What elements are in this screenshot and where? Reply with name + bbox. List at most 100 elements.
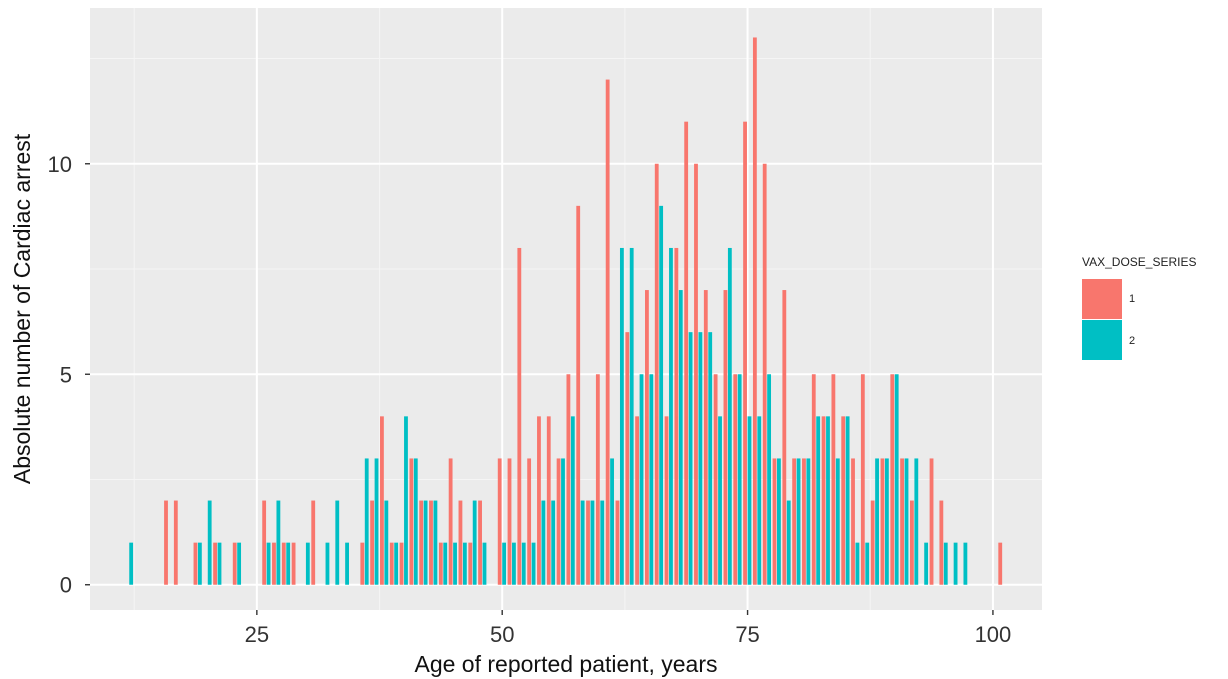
bar-series-1-age-31	[311, 500, 316, 585]
bar-series-2-age-85	[845, 416, 850, 585]
bar-series-2-age-20	[207, 500, 212, 585]
bar-series-1-age-90	[890, 374, 895, 585]
bar-series-1-age-74	[733, 374, 738, 585]
bar-series-1-age-75	[743, 121, 747, 585]
bar-series-1-age-29	[291, 542, 296, 585]
bar-series-1-age-62	[615, 500, 620, 585]
bar-series-2-age-82	[816, 416, 821, 585]
bar-series-1-age-50	[497, 458, 502, 585]
bar-series-1-age-38	[380, 416, 384, 585]
bar-series-2-age-36	[364, 458, 369, 585]
bar-series-1-age-66	[654, 163, 659, 585]
bar-series-1-age-27	[272, 542, 276, 585]
plot-panel	[90, 8, 1042, 610]
bar-series-1-age-64	[635, 416, 640, 585]
bar-series-1-age-87	[860, 374, 865, 585]
legend: VAX_DOSE_SERIES 1 2	[1082, 255, 1197, 360]
bar-series-1-age-54	[537, 416, 541, 585]
bar-series-1-age-92	[909, 500, 914, 585]
bar-series-2-age-43	[433, 500, 438, 585]
bar-series-1-age-101	[998, 542, 1003, 585]
bar-series-2-age-46	[462, 542, 467, 585]
legend-label-series-1: 1	[1129, 293, 1135, 305]
bar-series-2-age-64	[639, 374, 644, 585]
bar-series-2-age-33	[335, 500, 340, 585]
x-tick-label-1: 50	[490, 622, 514, 647]
bar-series-1-age-46	[458, 500, 463, 585]
bar-series-2-age-42	[423, 500, 428, 585]
bar-series-1-age-59	[586, 500, 590, 585]
bar-series-1-age-39	[389, 542, 394, 585]
bar-series-2-age-77	[767, 374, 772, 585]
bar-series-2-age-63	[629, 247, 634, 585]
bar-series-1-age-71	[703, 290, 708, 585]
bar-series-1-age-19	[193, 542, 198, 585]
bar-series-1-age-82	[811, 374, 816, 585]
y-tick-label-0: 0	[60, 573, 72, 598]
bar-series-1-age-37	[370, 500, 375, 585]
bar-series-2-age-66	[659, 205, 664, 585]
bar-series-2-age-74	[737, 374, 742, 585]
x-tick-label-2: 75	[735, 622, 759, 647]
bar-series-2-age-92	[914, 458, 919, 585]
bar-series-1-age-88	[870, 500, 875, 585]
bar-series-2-age-84	[835, 458, 840, 585]
bar-series-1-age-61	[605, 79, 610, 585]
bar-series-1-age-60	[595, 374, 600, 585]
bar-series-1-age-81	[802, 458, 806, 585]
bar-series-2-age-70	[698, 332, 703, 585]
bar-series-1-age-68	[674, 247, 679, 585]
bar-series-2-age-91	[904, 458, 909, 585]
bar-series-2-age-60	[600, 500, 605, 585]
bar-series-2-age-67	[669, 247, 673, 585]
bar-series-2-age-55	[551, 500, 556, 585]
bar-series-1-age-76	[752, 37, 757, 585]
bar-series-2-age-58	[580, 500, 585, 585]
bar-series-2-age-79	[786, 500, 791, 585]
bar-series-1-age-47	[468, 542, 473, 585]
bar-series-1-age-73	[723, 290, 728, 585]
bar-series-2-age-65	[649, 374, 654, 585]
bar-series-1-age-77	[762, 163, 767, 585]
bar-series-2-age-56	[561, 458, 565, 585]
bar-series-2-age-95	[943, 542, 948, 585]
bar-series-2-age-40	[404, 416, 408, 585]
bar-series-1-age-52	[517, 247, 522, 585]
bar-series-2-age-38	[384, 500, 389, 585]
bar-series-1-age-58	[576, 205, 581, 585]
bar-series-1-age-72	[713, 374, 718, 585]
y-axis-title: Absolute number of Cardiac arrest	[9, 133, 35, 484]
bar-series-2-age-68	[678, 290, 683, 585]
bar-series-2-age-75	[747, 416, 752, 585]
legend-key-series-1	[1082, 279, 1122, 319]
y-tick-label-2: 10	[48, 152, 72, 177]
x-axis-ticks: 25 50 75 100	[245, 610, 1011, 647]
y-tick-label-1: 5	[60, 362, 72, 387]
bar-series-2-age-27	[276, 500, 281, 585]
bar-series-1-age-91	[900, 458, 904, 585]
bar-series-1-age-80	[792, 458, 797, 585]
bar-series-1-age-53	[527, 458, 532, 585]
series-1-bars	[164, 37, 1003, 585]
bar-series-2-age-93	[924, 542, 929, 585]
bar-series-2-age-53	[531, 542, 536, 585]
bar-series-2-age-59	[590, 500, 595, 585]
bar-series-2-age-48	[482, 542, 487, 585]
bar-series-1-age-67	[664, 416, 669, 585]
bar-series-1-age-84	[831, 374, 836, 585]
bar-series-2-age-39	[394, 542, 399, 585]
bar-series-2-age-45	[453, 542, 457, 585]
bar-series-1-age-48	[478, 500, 482, 585]
bar-series-2-age-76	[757, 416, 762, 585]
bar-series-1-age-44	[438, 542, 443, 585]
bar-series-1-age-63	[625, 332, 630, 585]
bar-series-1-age-28	[281, 542, 286, 585]
bar-series-2-age-69	[688, 332, 693, 585]
bar-series-1-age-21	[213, 542, 217, 585]
bar-series-1-age-41	[409, 458, 414, 585]
bar-series-1-age-89	[880, 458, 885, 585]
bar-series-2-age-73	[727, 247, 732, 585]
bar-series-2-age-78	[777, 458, 781, 585]
